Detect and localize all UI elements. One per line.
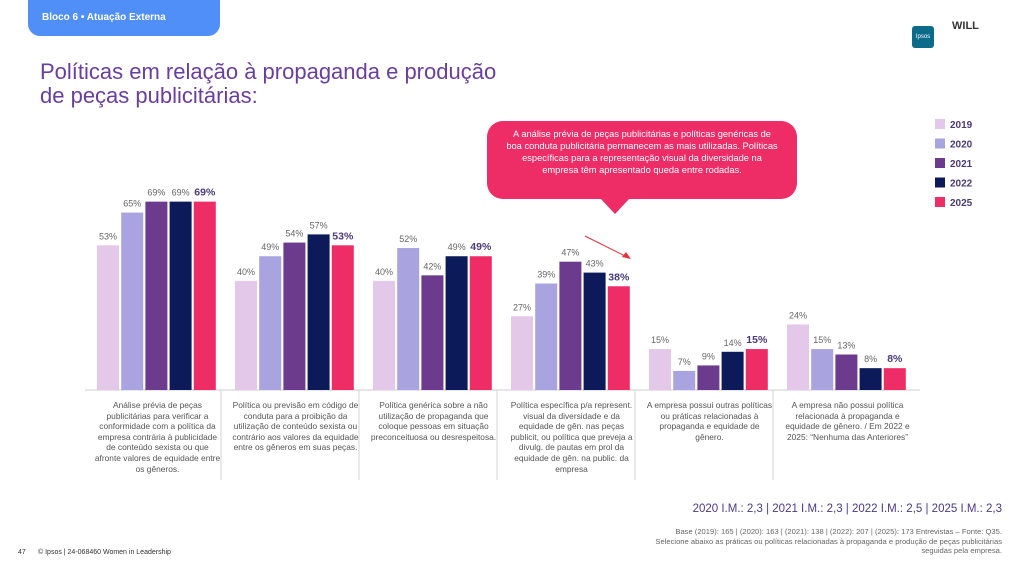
value-label: 69% bbox=[147, 188, 165, 198]
category-label: A empresa possui outras políticas ou prá… bbox=[646, 400, 773, 442]
page-number: 47 bbox=[18, 549, 26, 556]
legend-swatch bbox=[935, 138, 945, 149]
value-label: 39% bbox=[537, 270, 555, 280]
legend-label: 2022 bbox=[950, 179, 973, 190]
value-label: 40% bbox=[375, 267, 393, 277]
value-label: 49% bbox=[448, 242, 466, 252]
value-label: 8% bbox=[864, 354, 877, 364]
legend-swatch bbox=[935, 158, 945, 168]
callout-tail bbox=[600, 198, 630, 214]
category-label: Análise prévia de peças publicitárias pa… bbox=[94, 400, 221, 474]
value-label: 69% bbox=[194, 187, 216, 199]
slide-title: Políticas em relação à propaganda e prod… bbox=[40, 59, 497, 108]
value-label: 49% bbox=[470, 241, 492, 253]
bar bbox=[121, 212, 144, 390]
value-label: 69% bbox=[172, 188, 190, 198]
value-label: 15% bbox=[651, 335, 669, 345]
section-tab: Bloco 6 • Atuação Externa bbox=[28, 0, 220, 36]
base-note: Base (2019): 165 | (2020): 163 | (2021):… bbox=[655, 527, 1002, 555]
bar bbox=[193, 201, 216, 390]
category-label: A empresa não possui política relacionad… bbox=[785, 400, 910, 442]
bar bbox=[331, 245, 354, 390]
value-label: 53% bbox=[332, 230, 354, 242]
legend-label: 2021 bbox=[950, 159, 973, 170]
value-label: 54% bbox=[285, 229, 303, 239]
bar bbox=[169, 201, 192, 390]
legend-label: 2020 bbox=[950, 140, 973, 151]
value-label: 53% bbox=[99, 231, 117, 241]
bar bbox=[307, 234, 330, 390]
bar bbox=[787, 324, 809, 390]
value-label: 38% bbox=[608, 271, 630, 283]
bar bbox=[721, 351, 744, 390]
bar bbox=[469, 256, 492, 390]
bar bbox=[535, 283, 558, 390]
bar bbox=[607, 286, 630, 390]
value-label: 47% bbox=[561, 248, 579, 258]
bar bbox=[811, 349, 834, 390]
bar bbox=[745, 349, 768, 390]
value-label: 65% bbox=[123, 199, 141, 209]
value-label: 49% bbox=[261, 242, 279, 252]
value-label: 43% bbox=[586, 259, 604, 269]
legend-label: 2025 bbox=[950, 198, 973, 209]
value-label: 24% bbox=[789, 310, 807, 320]
bar bbox=[835, 354, 858, 390]
bar bbox=[559, 261, 582, 390]
bar bbox=[283, 242, 306, 390]
arrow bbox=[584, 235, 628, 258]
bar bbox=[235, 280, 257, 390]
bar bbox=[97, 245, 119, 390]
bar bbox=[673, 370, 696, 390]
value-label: 40% bbox=[237, 267, 255, 277]
bar bbox=[421, 275, 444, 390]
bar bbox=[397, 248, 420, 390]
value-label: 9% bbox=[702, 351, 715, 361]
bar bbox=[859, 368, 882, 390]
bar bbox=[145, 201, 168, 390]
value-label: 52% bbox=[399, 234, 417, 244]
value-label: 7% bbox=[678, 357, 691, 367]
category-label: Política específica p/a represent. visua… bbox=[510, 400, 633, 474]
value-label: 13% bbox=[837, 341, 855, 351]
value-label: 8% bbox=[887, 353, 903, 365]
logo: Ipsos bbox=[912, 26, 934, 48]
bar bbox=[259, 256, 282, 390]
category-label: Política ou previsão em código de condut… bbox=[232, 400, 359, 453]
logo: WILL bbox=[952, 20, 979, 32]
value-label: 57% bbox=[310, 220, 328, 230]
legend-label: 2019 bbox=[950, 120, 973, 131]
bar bbox=[697, 365, 720, 390]
callout: A análise prévia de peças publicitárias … bbox=[487, 121, 797, 199]
bar bbox=[511, 316, 533, 390]
value-label: 15% bbox=[746, 334, 768, 346]
legend-swatch bbox=[935, 119, 945, 129]
value-label: 27% bbox=[513, 302, 531, 312]
bar bbox=[445, 256, 468, 390]
legend-swatch bbox=[935, 177, 945, 188]
copyright: © Ipsos | 24-068460 Women in Leadership bbox=[38, 549, 171, 556]
category-label: Política genérica sobre a não utilização… bbox=[370, 400, 497, 442]
bar bbox=[649, 349, 671, 390]
value-label: 42% bbox=[423, 261, 441, 271]
index-note: 2020 I.M.: 2,3 | 2021 I.M.: 2,3 | 2022 I… bbox=[692, 503, 1002, 515]
bar bbox=[883, 368, 906, 390]
arrow-head bbox=[622, 252, 631, 259]
value-label: 14% bbox=[724, 338, 742, 348]
value-label: 15% bbox=[813, 335, 831, 345]
bar bbox=[373, 280, 395, 390]
legend-swatch bbox=[935, 197, 945, 207]
bar bbox=[583, 272, 606, 390]
